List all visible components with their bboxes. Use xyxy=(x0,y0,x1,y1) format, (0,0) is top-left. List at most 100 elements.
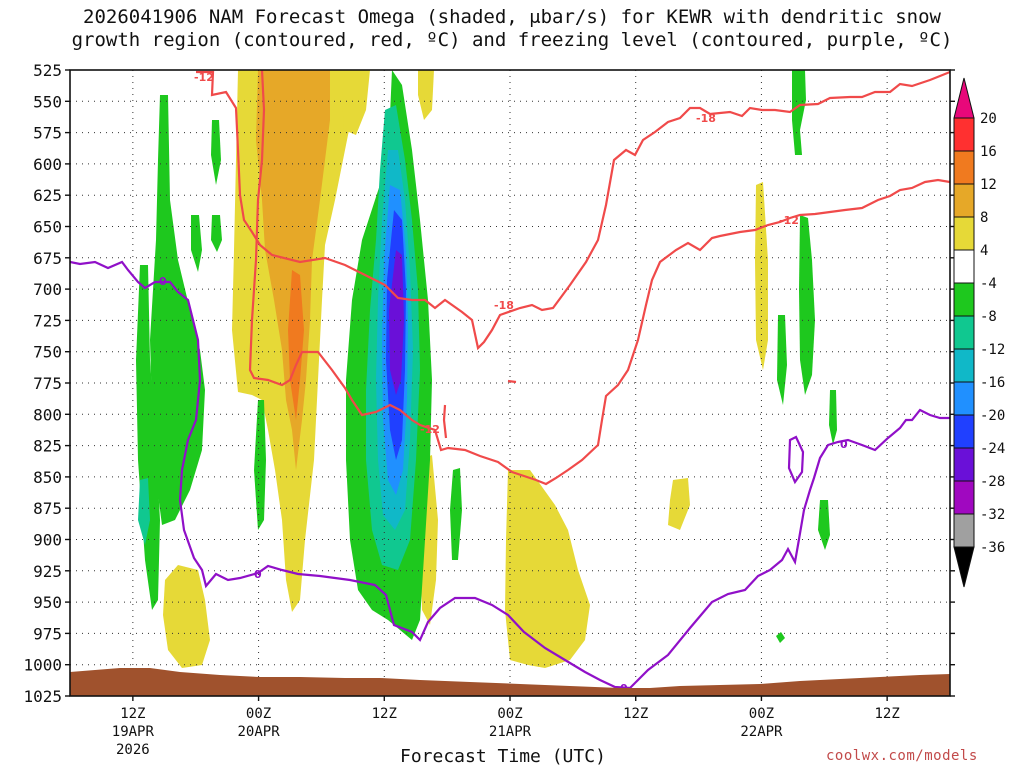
colorbar-bin xyxy=(953,513,975,548)
omega-positive-region xyxy=(163,565,210,668)
contour-label: -12 xyxy=(194,71,214,84)
y-tick-label: 675 xyxy=(33,249,62,268)
grid-layer xyxy=(70,69,950,697)
x-tick-date-label: 19APR xyxy=(112,724,155,740)
colorbar-bin xyxy=(953,117,975,152)
colorbar-bin xyxy=(953,381,975,416)
colorbar-label: -12 xyxy=(980,342,1005,358)
x-tick-label: 12Z xyxy=(372,706,397,722)
colorbar-bin xyxy=(953,480,975,515)
omega-negative-region xyxy=(138,478,150,545)
omega-negative-region xyxy=(818,500,830,550)
y-tick-label: 1000 xyxy=(23,656,62,675)
freezing-level-contour xyxy=(70,260,950,690)
colorbar-bin xyxy=(953,414,975,449)
dgz-contour-line xyxy=(196,70,950,351)
colorbar-bin xyxy=(953,249,975,284)
y-tick-label: 925 xyxy=(33,562,62,581)
y-tick-label: 625 xyxy=(33,186,62,205)
y-tick-label: 875 xyxy=(33,499,62,518)
y-tick-label: 575 xyxy=(33,124,62,143)
colorbar-label: -32 xyxy=(980,507,1005,523)
colorbar-bin xyxy=(953,183,975,218)
contour-label: 0 xyxy=(254,568,262,581)
x-tick-label: 12Z xyxy=(623,706,648,722)
y-tick-label: 525 xyxy=(33,61,62,80)
plot-area: -12 -18 -12 -18 -12 0 0 0 0 525 550 575 600… xyxy=(23,61,955,758)
colorbar-bin xyxy=(953,348,975,383)
colorbar-label: 8 xyxy=(980,210,988,226)
colorbar-label: -16 xyxy=(980,375,1005,391)
colorbar-label: -36 xyxy=(980,540,1005,556)
omega-negative-region xyxy=(211,215,222,252)
credit-text: coolwx.com/models xyxy=(826,748,978,764)
colorbar-label: 20 xyxy=(980,111,997,127)
omega-negative-region xyxy=(799,215,815,395)
y-tick-label: 600 xyxy=(33,155,62,174)
freezing-level-contour xyxy=(787,435,805,485)
omega-shading-layer xyxy=(136,70,837,668)
dgz-contour-line xyxy=(442,404,448,439)
omega-positive-region xyxy=(755,182,768,370)
x-tick-date-label: 21APR xyxy=(489,724,532,740)
contour-label: -12 xyxy=(420,423,440,436)
contour-label: 0 xyxy=(840,438,848,451)
omega-negative-region xyxy=(254,400,266,530)
omega-negative-region xyxy=(777,315,787,405)
y-tick-label: 775 xyxy=(33,374,62,393)
colorbar-label: 12 xyxy=(980,177,997,193)
colorbar-label: -24 xyxy=(980,441,1005,457)
x-tick-date-label: 20APR xyxy=(237,724,280,740)
colorbar-bin xyxy=(953,315,975,350)
y-tick-label: 550 xyxy=(33,92,62,111)
x-tick-label: 00Z xyxy=(497,706,522,722)
chart-title-line2: growth region (contoured, red, ºC) and f… xyxy=(71,29,953,51)
x-axis-label: Forecast Time (UTC) xyxy=(400,746,606,767)
surface-terrain xyxy=(70,668,950,696)
omega-positive-region xyxy=(342,70,370,135)
omega-positive-region xyxy=(256,70,330,470)
colorbar-bin xyxy=(953,282,975,317)
colorbar-label: 16 xyxy=(980,144,997,160)
colorbar-label: -20 xyxy=(980,408,1005,424)
omega-negative-region xyxy=(792,70,806,155)
colorbar-label: -4 xyxy=(980,276,997,292)
y-tick-label: 825 xyxy=(33,437,62,456)
contour-label: 0 xyxy=(159,275,167,288)
colorbar-label: -28 xyxy=(980,474,1005,490)
y-tick-label: 750 xyxy=(33,343,62,362)
omega-positive-region xyxy=(668,478,690,530)
x-tick-year-label: 2026 xyxy=(116,742,150,758)
chart-title-line1: 2026041906 NAM Forecast Omega (shaded, μ… xyxy=(83,6,941,28)
y-tick-label: 725 xyxy=(33,311,62,330)
x-tick-label: 00Z xyxy=(246,706,271,722)
colorbar-label: -8 xyxy=(980,309,997,325)
chart-title: 2026041906 NAM Forecast Omega (shaded, μ… xyxy=(0,6,1024,52)
y-tick-label: 800 xyxy=(33,405,62,424)
contour-label: -18 xyxy=(494,299,514,312)
y-tick-label: 1025 xyxy=(23,687,62,706)
x-tick-label: 12Z xyxy=(120,706,145,722)
colorbar: 20 16 12 8 4 -4 -8 -12 -16 -20 -24 -28 -32 -36 xyxy=(953,77,1005,588)
omega-negative-region xyxy=(150,95,205,525)
colorbar-bin xyxy=(953,216,975,251)
omega-negative-region xyxy=(389,250,404,395)
omega-positive-region xyxy=(505,470,590,668)
y-tick-label: 900 xyxy=(33,531,62,550)
contour-label: -18 xyxy=(696,112,716,125)
colorbar-bin xyxy=(953,150,975,185)
x-tick-label: 00Z xyxy=(749,706,774,722)
x-tick-date-label: 22APR xyxy=(740,724,783,740)
contour-label: -12 xyxy=(779,214,799,227)
omega-negative-region xyxy=(211,120,221,185)
dgz-contour-line xyxy=(507,379,517,384)
contour-layer: -12 -18 -12 -18 -12 0 0 0 0 xyxy=(70,70,950,695)
x-tick-label: 12Z xyxy=(874,706,899,722)
colorbar-arrow-top xyxy=(953,77,975,119)
omega-negative-region xyxy=(191,215,202,272)
y-tick-label: 700 xyxy=(33,280,62,299)
y-tick-label: 975 xyxy=(33,624,62,643)
y-tick-label: 650 xyxy=(33,218,62,237)
dgz-contour-line xyxy=(248,70,950,486)
